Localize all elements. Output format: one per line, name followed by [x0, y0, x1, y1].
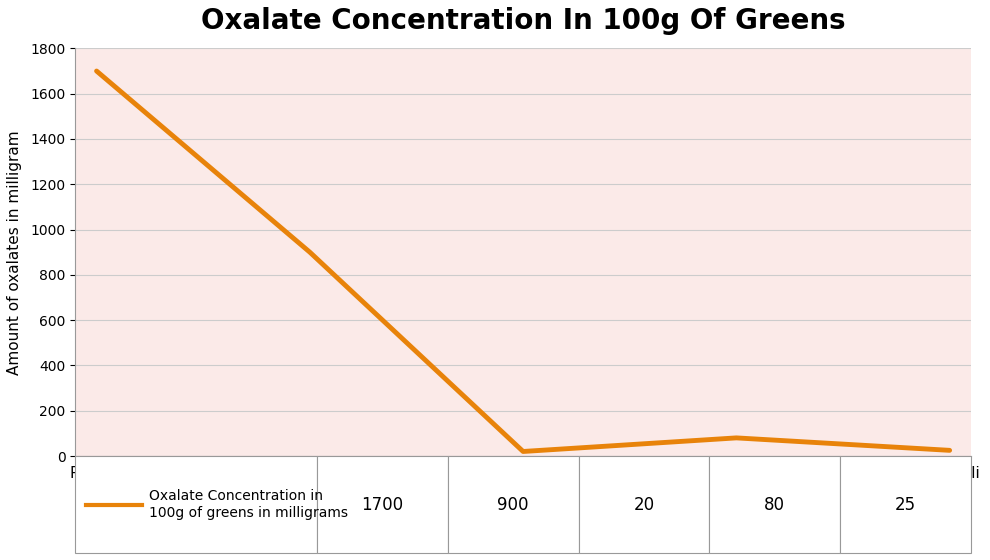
Title: Oxalate Concentration In 100g Of Greens: Oxalate Concentration In 100g Of Greens	[201, 7, 845, 35]
Y-axis label: Amount of oxalates in milligram: Amount of oxalates in milligram	[7, 130, 22, 375]
Text: Oxalate Concentration in
100g of greens in milligrams: Oxalate Concentration in 100g of greens …	[148, 489, 347, 520]
